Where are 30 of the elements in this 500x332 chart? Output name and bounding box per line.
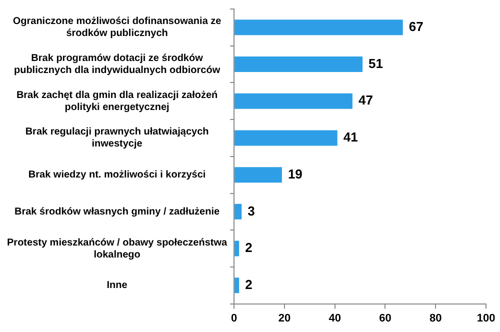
y-tick-label: Brak programów dotacji ze środków publicznych dla indywidualnych odbiorców <box>14 53 220 76</box>
y-tick-label: Brak wiedzy nt. możliwości i korzyści <box>28 170 206 181</box>
x-tick-label: 0 <box>231 312 238 324</box>
x-tick-label: 100 <box>476 312 496 324</box>
y-tick-label: Ograniczone możliwości dofinansowania ze środków publicznych <box>12 16 222 40</box>
x-tick-label: 20 <box>278 312 291 324</box>
bar <box>234 204 242 220</box>
y-tick-label: Inne <box>106 280 128 292</box>
data-label: 67 <box>408 19 424 34</box>
bar <box>234 240 240 256</box>
bar <box>234 56 363 72</box>
x-tick-label: 40 <box>328 312 341 324</box>
bar <box>234 167 282 183</box>
bar <box>234 93 352 109</box>
data-label: 19 <box>288 166 302 182</box>
x-tick-label: 60 <box>379 312 392 324</box>
x-tick-label: 80 <box>429 312 442 324</box>
y-tick-label: Brak zachęt dla gmin dla realizacji założeń polityki energetycznej <box>16 90 218 113</box>
data-label: 51 <box>368 56 384 71</box>
y-tick-label: Brak środków własnych gminy / zadłużenie <box>14 206 220 218</box>
data-label: 3 <box>248 203 255 218</box>
data-label: 47 <box>358 92 373 108</box>
data-label: 41 <box>343 130 358 145</box>
bar <box>234 130 338 146</box>
y-tick-label: Brak regulacji prawnych ułatwiających inwestycje <box>25 126 209 150</box>
y-tick-label: Protesty mieszkańców / obawy społeczeństwa lokalnego <box>7 237 228 260</box>
bar <box>234 20 403 36</box>
data-label: 2 <box>245 240 252 256</box>
bar <box>234 278 240 294</box>
data-label: 2 <box>245 276 252 292</box>
